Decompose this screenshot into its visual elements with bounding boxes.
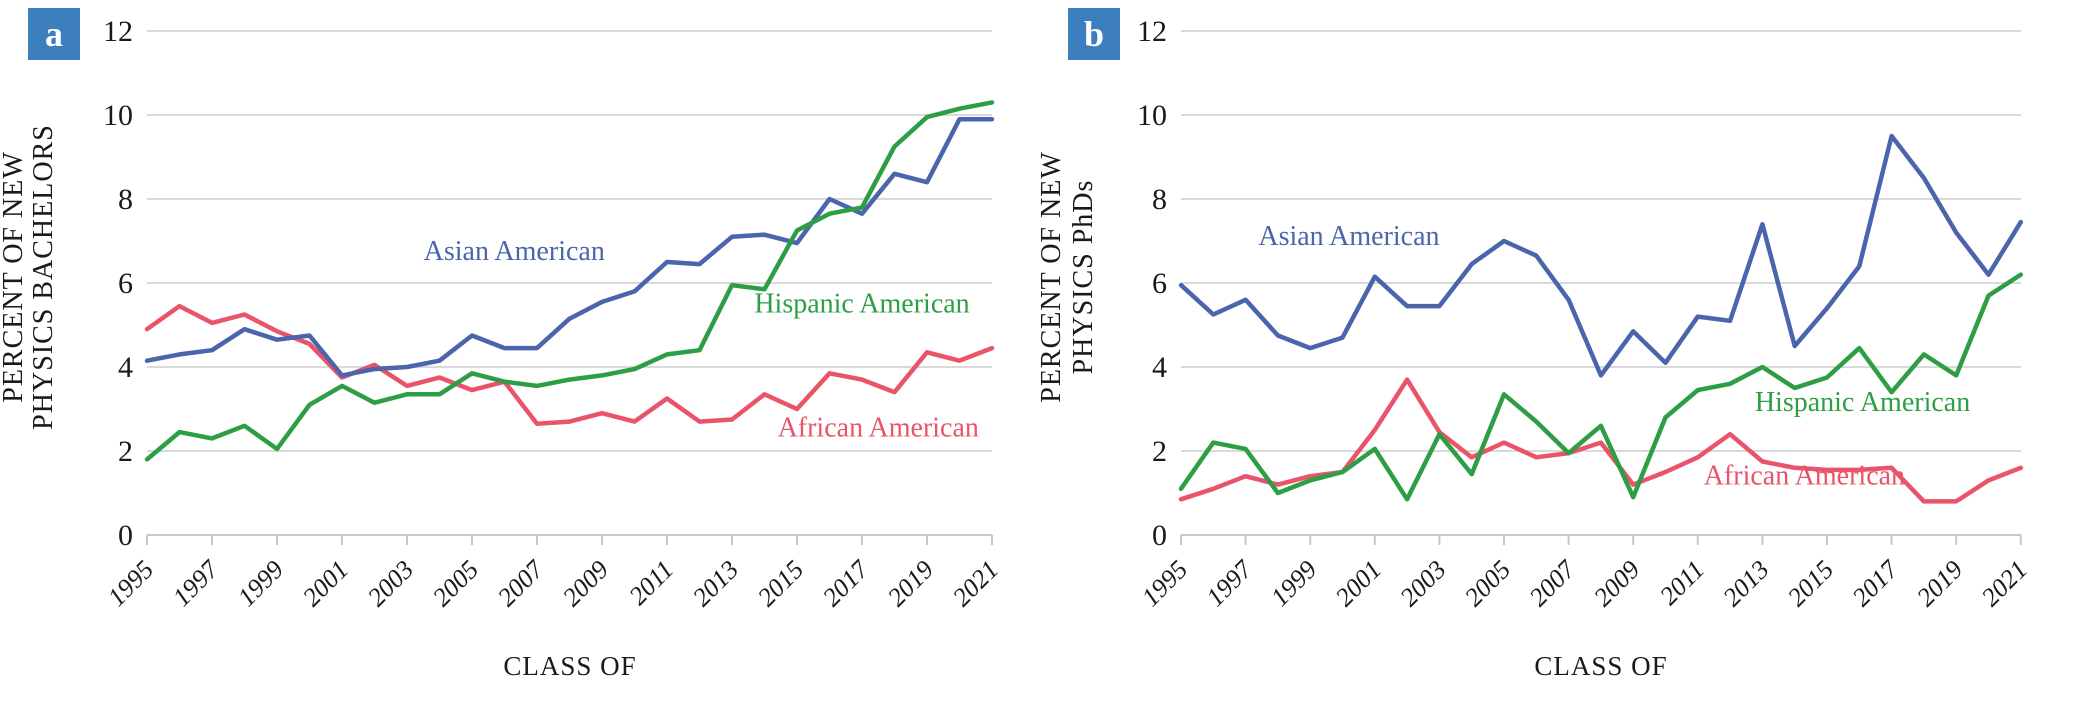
x-tick-label: 1999 xyxy=(1265,555,1322,612)
panel-badge-letter: a xyxy=(45,14,63,54)
x-tick-label: 2021 xyxy=(947,555,1004,612)
x-tick-label: 1997 xyxy=(167,554,225,612)
x-tick-label: 2015 xyxy=(1782,555,1839,612)
y-tick-label: 6 xyxy=(1152,267,1167,300)
series-label-asian-american: Asian American xyxy=(1258,221,1439,252)
x-axis-title: CLASS OF xyxy=(503,651,636,681)
x-tick-label: 2009 xyxy=(1588,555,1645,612)
x-tick-label: 1999 xyxy=(232,555,289,612)
y-tick-label: 12 xyxy=(103,15,133,48)
panel-badge-box xyxy=(28,8,80,60)
x-tick-label: 1995 xyxy=(102,555,159,612)
series-label-asian-american: Asian American xyxy=(424,236,605,267)
line-hispanic-american xyxy=(144,100,995,462)
panel-badge-box xyxy=(1068,8,1120,60)
y-tick-label: 8 xyxy=(1152,183,1167,216)
series-label-african-american: African American xyxy=(778,412,979,443)
y-tick-label: 8 xyxy=(118,183,133,216)
x-tick-label: 2017 xyxy=(817,554,875,612)
y-axis-title-line: PHYSICS PhDs xyxy=(1068,180,1099,375)
x-tick-label: 1997 xyxy=(1201,554,1259,612)
x-tick-label: 2001 xyxy=(1330,555,1387,612)
y-axis-title-line: PERCENT OF NEW xyxy=(0,151,29,403)
y-tick-label: 10 xyxy=(103,99,133,132)
y-tick-label: 0 xyxy=(1152,519,1167,552)
y-tick-label: 2 xyxy=(118,435,133,468)
x-tick-label: 2013 xyxy=(1717,555,1774,612)
x-tick-label: 2013 xyxy=(687,555,744,612)
y-axis-title-line: PHYSICS BACHELORS xyxy=(28,124,59,430)
x-tick-label: 2009 xyxy=(557,555,614,612)
x-tick-label: 2021 xyxy=(1976,555,2033,612)
y-tick-label: 4 xyxy=(118,351,133,384)
y-tick-label: 6 xyxy=(118,267,133,300)
line-african-american xyxy=(144,303,995,426)
x-tick-label: 2005 xyxy=(1459,555,1516,612)
y-tick-label: 4 xyxy=(1152,351,1167,384)
series-label-african-american: African American xyxy=(1704,461,1905,492)
x-tick-label: 2011 xyxy=(623,555,679,611)
series-label-hispanic-american: Hispanic American xyxy=(754,288,969,319)
x-tick-label: 2015 xyxy=(752,555,809,612)
panel-a: 0 2 4 6 8 10 12 1995 1997 1999 2001 2003 2005 2007 200… xyxy=(0,8,1004,681)
x-tick-label: 2005 xyxy=(427,555,484,612)
x-tick-label: 2011 xyxy=(1654,555,1710,611)
y-axis-title-line: PERCENT OF NEW xyxy=(1036,151,1067,403)
x-tick-label: 2017 xyxy=(1847,554,1905,612)
x-tick-label: 2007 xyxy=(1524,554,1582,612)
x-tick-label: 2001 xyxy=(297,555,354,612)
panel-badge-letter: b xyxy=(1084,14,1104,54)
series-label-hispanic-american: Hispanic American xyxy=(1755,387,1970,418)
y-tick-label: 10 xyxy=(1137,99,1167,132)
y-tick-label: 0 xyxy=(118,519,133,552)
x-tick-label: 1995 xyxy=(1136,555,1193,612)
line-african-american xyxy=(1178,377,2024,504)
x-tick-label: 2007 xyxy=(492,554,550,612)
panel-b: 0 2 4 6 8 10 12 1995 1997 1999 2001 2003 2005 2007 200… xyxy=(1036,8,2033,681)
y-tick-label: 12 xyxy=(1137,15,1167,48)
x-tick-label: 2003 xyxy=(362,555,419,612)
x-tick-label: 2019 xyxy=(1911,555,1968,612)
x-axis-title: CLASS OF xyxy=(1534,651,1667,681)
y-tick-label: 2 xyxy=(1152,435,1167,468)
x-tick-label: 2019 xyxy=(882,555,939,612)
line-hispanic-american xyxy=(1178,272,2024,502)
line-asian-american xyxy=(1178,133,2024,378)
x-tick-label: 2003 xyxy=(1394,555,1451,612)
